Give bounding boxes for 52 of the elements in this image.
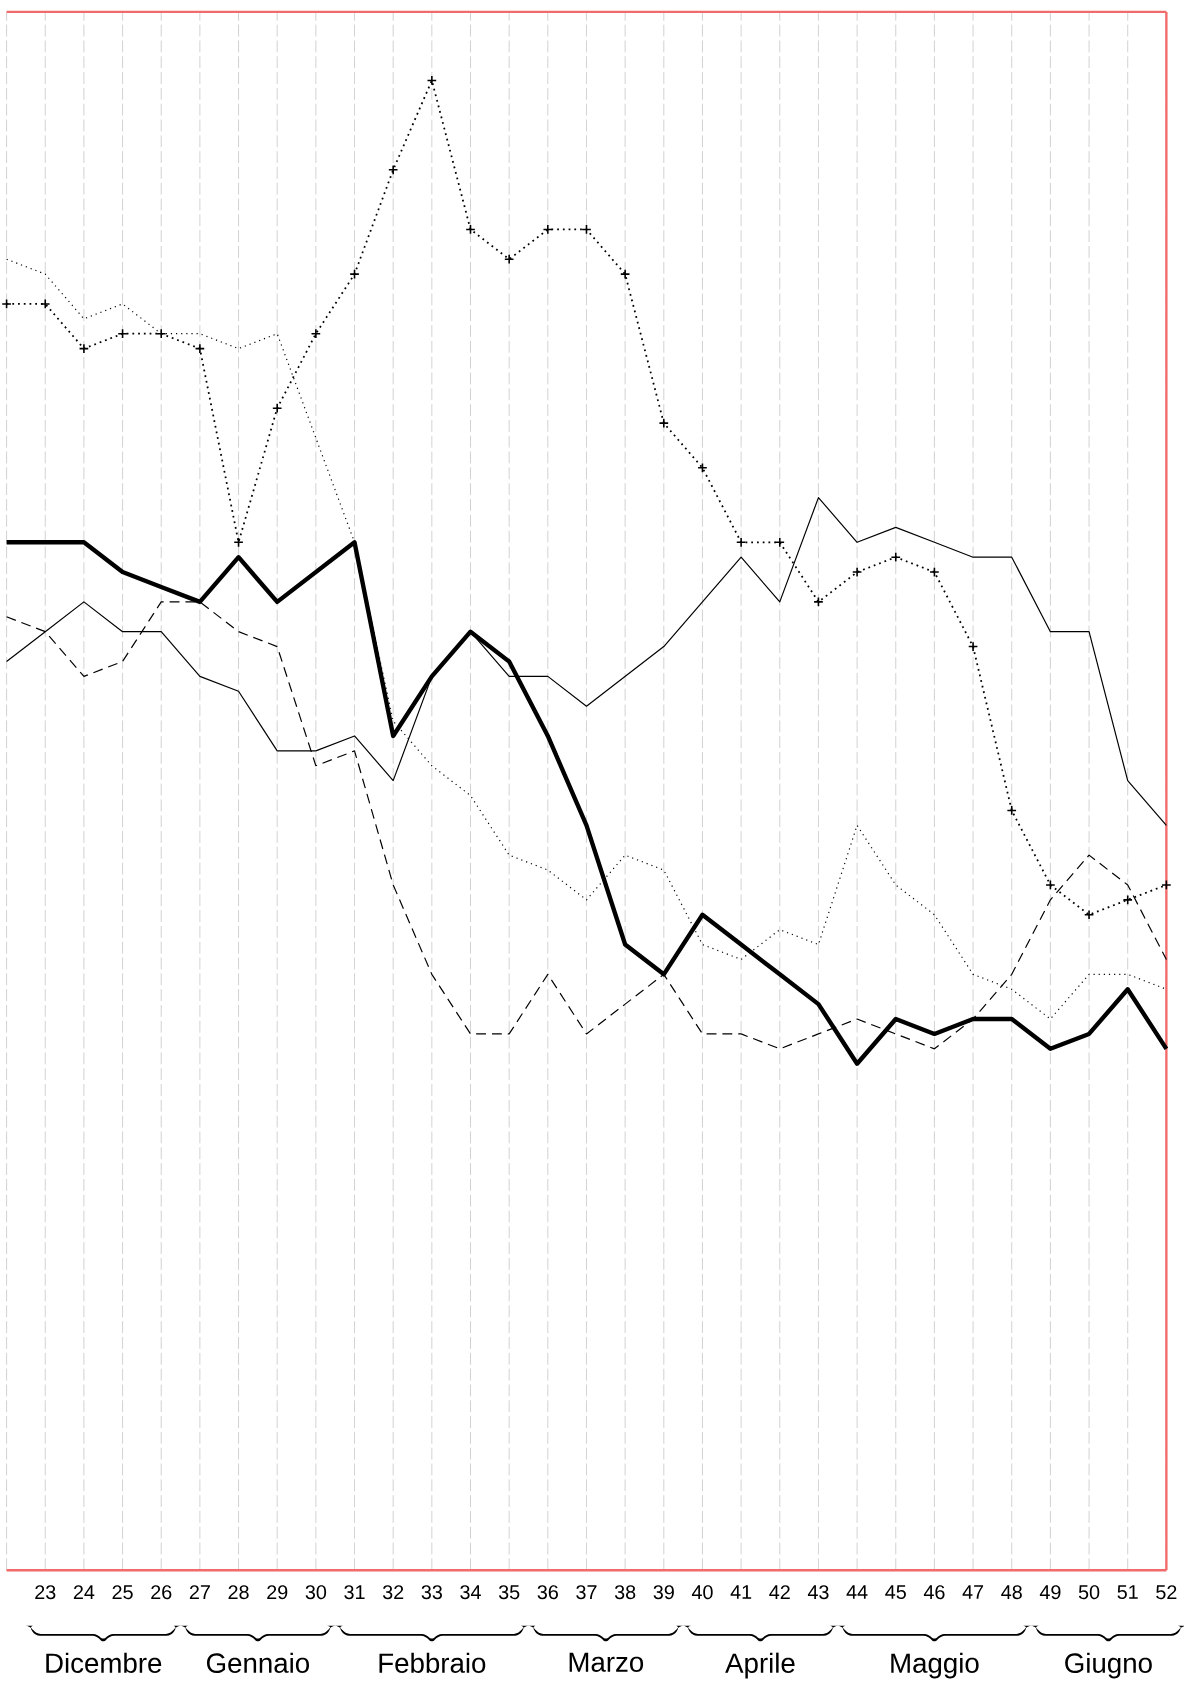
x-tick-label: 33	[421, 1585, 442, 1600]
x-tick-label: 37	[576, 1585, 597, 1600]
x-tick-label: 29	[267, 1585, 288, 1600]
text: Dicembre	[46, 1652, 162, 1673]
x-tick-label: 26	[151, 1585, 172, 1600]
x-tick-label: 42	[769, 1585, 790, 1599]
x-tick-label: 34	[460, 1585, 481, 1600]
x-tick-label: 35	[498, 1585, 520, 1600]
x-tick-label: 39	[653, 1585, 674, 1600]
x-tick-label: 41	[730, 1585, 752, 1599]
point	[890, 552, 901, 563]
x-tick-label: 51	[1117, 1585, 1138, 1599]
x-tick-label: 31	[344, 1585, 365, 1600]
text: Febbraio	[379, 1652, 486, 1673]
point	[272, 403, 283, 414]
x-tick-label: 28	[228, 1585, 249, 1600]
x-tick-label: 48	[1001, 1585, 1022, 1600]
x-tick-label: 49	[1039, 1585, 1061, 1600]
x-tick-label: 40	[691, 1585, 713, 1600]
text: Gennaio	[206, 1652, 310, 1673]
x-tick-label: 50	[1078, 1585, 1100, 1600]
point	[658, 417, 669, 429]
point	[542, 224, 553, 235]
point	[697, 462, 708, 473]
x-tick-label: 23	[35, 1585, 56, 1600]
point	[504, 254, 515, 265]
x-tick-label: 27	[189, 1585, 210, 1599]
point	[1122, 894, 1133, 905]
point	[736, 537, 747, 548]
text: Maggio	[891, 1652, 979, 1679]
text: Giugno	[1065, 1652, 1152, 1679]
x-tick-label: 47	[962, 1585, 984, 1599]
text: Marzo	[569, 1652, 644, 1672]
x-tick-label: 43	[807, 1585, 829, 1600]
point	[1083, 909, 1095, 920]
text: Aprile	[725, 1652, 795, 1679]
x-tick-label: 45	[885, 1585, 906, 1599]
point	[851, 566, 863, 578]
x-tick-label: 46	[923, 1585, 945, 1600]
point	[774, 537, 785, 548]
point	[620, 268, 631, 280]
x-tick-label: 44	[846, 1585, 868, 1599]
x-tick-label: 38	[614, 1585, 636, 1600]
x-tick-label: 32	[382, 1585, 404, 1600]
x-tick-label: 25	[112, 1585, 133, 1600]
x-tick-label: 24	[73, 1585, 95, 1599]
point	[40, 298, 51, 310]
x-tick-label: 36	[537, 1585, 558, 1600]
point	[233, 537, 244, 548]
x-tick-label: 30	[305, 1585, 327, 1600]
x-tick-label: 52	[1156, 1585, 1177, 1600]
point	[388, 164, 399, 175]
